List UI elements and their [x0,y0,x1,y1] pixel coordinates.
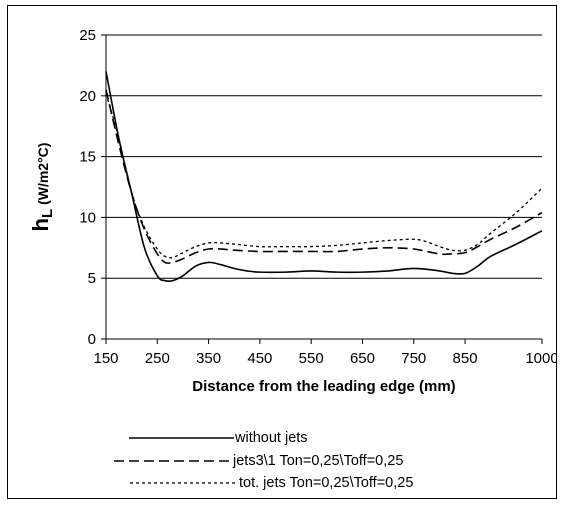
x-tick-label-250: 250 [145,350,170,367]
series-line-solid [105,71,543,283]
axes [101,34,543,344]
series-line-dotted [105,93,543,259]
legend-entry-solid: without jets [234,430,308,446]
x-tick-label-350: 350 [196,350,221,367]
legend-entry-dashed: jets3\1 Ton=0,25\Toff=0,25 [232,453,403,469]
legend-entry-dotted: tot. jets Ton=0,25\Toff=0,25 [239,475,413,491]
y-axis-label-units: (W/m2°C) [35,143,51,209]
x-tick-label-550: 550 [299,350,324,367]
x-tick-label-1000: 1000 [525,350,556,367]
y-tick-label-25: 25 [79,27,96,44]
gridlines [106,34,542,279]
y-axis-label: hL (W/m2°C) [28,143,56,232]
x-tick-label-750: 750 [401,350,426,367]
y-tick-label-20: 20 [79,88,96,105]
y-tick-label-5: 5 [88,270,96,287]
y-tick-labels: 0 5 10 15 20 25 [79,27,96,348]
x-tick-label-450: 450 [247,350,272,367]
y-tick-label-10: 10 [79,209,96,226]
y-tick-label-15: 15 [79,149,96,166]
y-tick-label-0: 0 [88,331,96,348]
series-lines [105,71,543,283]
x-tick-label-650: 650 [350,350,375,367]
x-tick-labels: 150 250 350 450 550 650 750 850 1000 [93,350,556,367]
series-line-dashed [105,89,543,264]
x-tick-label-150: 150 [93,350,118,367]
legend: without jets jets3\1 Ton=0,25\Toff=0,25 to… [114,430,413,491]
x-tick-label-850: 850 [453,350,478,367]
chart-frame: 0 5 10 15 20 25 150 250 350 450 550 650 750 850 1000 … [7,5,557,499]
y-axis-label-main: h [28,218,53,231]
x-axis-label: Distance from the leading edge (mm) [192,378,455,395]
y-axis-label-sub: L [39,209,56,218]
